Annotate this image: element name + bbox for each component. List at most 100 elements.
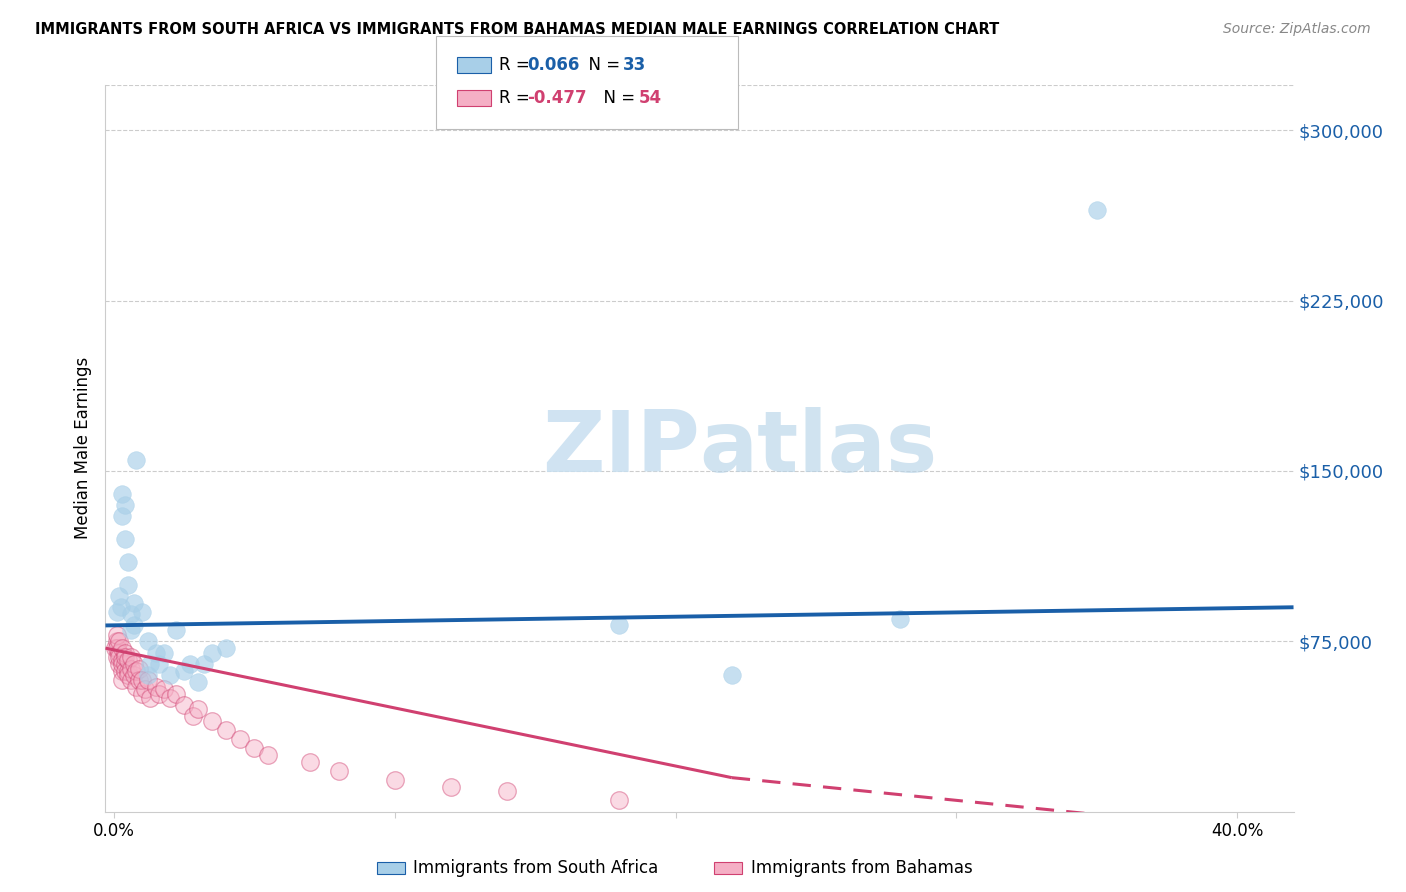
Point [131,687,153,701]
Point [114,650,136,665]
Point [111,641,134,656]
Point [187,702,209,716]
Point [889,612,911,626]
Point [145,646,167,660]
Y-axis label: Median Male Earnings: Median Male Earnings [75,357,93,540]
Point [122,618,145,632]
Text: atlas: atlas [700,407,938,490]
Point [111,657,134,671]
Point [111,509,134,524]
Point [120,623,142,637]
Point [117,577,139,591]
Text: 33: 33 [623,56,647,74]
Point [153,681,176,696]
Point [108,650,131,665]
Point [179,657,201,671]
Point [120,650,142,665]
Text: N =: N = [578,56,626,74]
Point [108,589,131,603]
Point [148,687,170,701]
Point [159,691,181,706]
Text: Immigrants from Bahamas: Immigrants from Bahamas [751,859,973,877]
Text: -0.477: -0.477 [527,89,586,107]
Text: IMMIGRANTS FROM SOUTH AFRICA VS IMMIGRANTS FROM BAHAMAS MEDIAN MALE EARNINGS COR: IMMIGRANTS FROM SOUTH AFRICA VS IMMIGRAN… [35,22,1000,37]
Point [128,662,150,676]
Point [173,664,195,678]
Point [193,657,215,671]
Point [609,618,631,632]
Point [117,668,139,682]
Point [108,646,131,660]
Point [165,687,187,701]
Point [111,664,134,678]
Point [201,646,224,660]
Point [1085,202,1108,217]
Text: Immigrants from South Africa: Immigrants from South Africa [413,859,658,877]
Text: R =: R = [499,56,536,74]
Point [159,668,181,682]
Text: ZIP: ZIP [541,407,700,490]
Point [136,668,159,682]
Text: N =: N = [593,89,641,107]
Point [105,627,128,641]
Point [165,623,187,637]
Point [111,673,134,687]
Point [114,657,136,671]
Point [229,731,252,746]
Point [299,755,322,769]
Point [120,673,142,687]
Point [131,673,153,687]
Point [148,657,170,671]
Point [145,680,167,694]
Point [105,650,128,665]
Text: Source: ZipAtlas.com: Source: ZipAtlas.com [1223,22,1371,37]
Point [384,772,406,787]
Point [108,634,131,648]
Point [105,641,128,656]
Point [122,668,145,682]
Point [440,780,463,794]
Point [114,646,136,660]
Point [215,723,238,737]
Point [117,652,139,666]
Point [201,714,224,728]
Point [125,452,148,467]
Point [110,600,132,615]
Point [122,596,145,610]
Point [328,764,350,778]
Point [181,709,204,723]
Point [117,664,139,678]
Point [128,673,150,687]
Point [114,498,136,512]
Point [139,691,162,706]
Point [120,662,142,676]
Point [720,668,742,682]
Point [105,634,128,648]
Point [136,634,159,648]
Point [187,675,209,690]
Point [496,784,519,798]
Text: 54: 54 [638,89,661,107]
Point [215,641,238,656]
Point [609,793,631,807]
Point [134,681,156,696]
Point [114,664,136,678]
Point [243,741,266,756]
Point [139,657,162,671]
Text: 0.066: 0.066 [527,56,579,74]
Text: R =: R = [499,89,536,107]
Point [173,698,195,712]
Point [131,605,153,619]
Point [111,652,134,666]
Point [122,657,145,671]
Point [117,555,139,569]
Point [136,673,159,687]
Point [120,607,142,621]
Point [125,680,148,694]
Point [105,605,128,619]
Point [114,532,136,546]
Point [125,664,148,678]
Point [108,657,131,671]
Point [153,646,176,660]
Point [111,486,134,500]
